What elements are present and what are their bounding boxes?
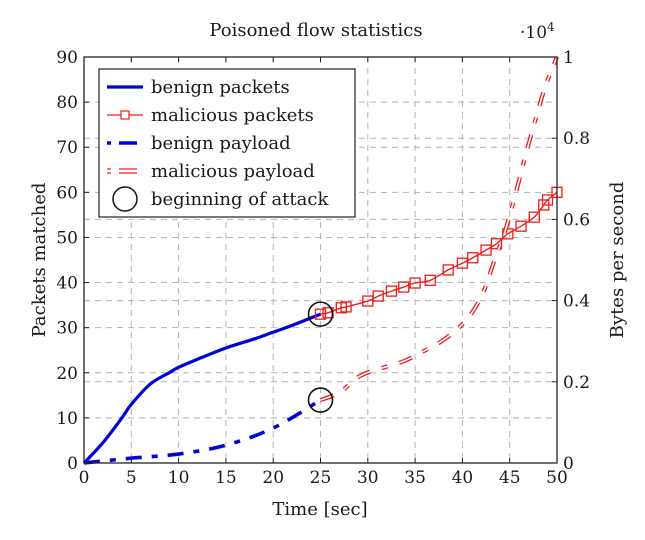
malicious-packets-line	[320, 191, 558, 315]
x-tick-label: 0	[79, 468, 90, 488]
ticks: 0 5 10 15 20 25 30 35 40 45 5001020304050607080900…	[56, 48, 590, 488]
malicious-packets-marker	[515, 220, 527, 232]
chart-title: Poisoned flow statistics	[209, 20, 422, 41]
legend-item-malicious-packets: malicious packets	[107, 105, 314, 126]
y-tick-label: 60	[56, 183, 78, 203]
x-tick-label: 45	[499, 468, 521, 488]
malicious-payload-line-outer	[319, 56, 559, 403]
x-tick-label: 35	[404, 468, 426, 488]
malicious-packets-marker	[385, 285, 398, 297]
series-malicious-packets	[314, 186, 563, 320]
malicious-payload-line-inner	[320, 56, 558, 401]
series-malicious-payload	[319, 56, 559, 403]
x-tick-label: 50	[546, 468, 568, 488]
y-tick-label: 90	[56, 48, 78, 68]
malicious-packets-marker	[442, 264, 454, 276]
legend-label: benign packets	[151, 77, 290, 98]
y2-tick-label: 1	[563, 48, 574, 68]
malicious-packets-marker	[528, 211, 540, 223]
y2-tick-label: 0.4	[563, 292, 590, 312]
legend-label: benign payload	[151, 133, 291, 154]
malicious-packets-marker	[480, 244, 492, 256]
y-tick-label: 40	[56, 274, 78, 294]
y-tick-label: 30	[56, 319, 78, 339]
x-axis-label: Time [sec]	[272, 499, 367, 520]
x-tick-label: 15	[215, 468, 237, 488]
legend-item-benign-packets: benign packets	[107, 77, 290, 98]
legend-item-benign-payload: benign payload	[107, 133, 291, 154]
malicious-packets-marker	[424, 274, 436, 286]
y2-tick-label: 0.6	[563, 210, 590, 230]
y2-axis-label: Bytes per second	[607, 182, 628, 339]
malicious-packets-marker	[467, 252, 479, 264]
benign-payload-line	[83, 398, 322, 465]
labels: Poisoned flow statistics Time [sec] Pack…	[29, 20, 628, 520]
square-marker-icon	[120, 110, 130, 120]
y-axis-label: Packets matched	[29, 183, 50, 338]
x-tick-label: 30	[357, 468, 379, 488]
y2-tick-label: 0.8	[563, 129, 590, 149]
malicious-packets-marker	[340, 301, 352, 313]
y-tick-label: 0	[67, 454, 78, 474]
x-tick-label: 25	[310, 468, 332, 488]
series-benign-packets	[82, 312, 322, 465]
legend-label: malicious payload	[151, 161, 315, 182]
y2-multiplier-label: ·104	[520, 20, 555, 43]
x-tick-label: 5	[126, 468, 137, 488]
legend: benign packets malicious packets benign pa…	[98, 68, 356, 218]
y2-tick-label: 0.2	[563, 373, 590, 393]
y-tick-label: 20	[56, 364, 78, 384]
legend-box	[98, 68, 356, 218]
series-benign-payload	[83, 398, 322, 465]
y-tick-label: 10	[56, 409, 78, 429]
malicious-packets-marker	[372, 290, 384, 302]
y-tick-label: 70	[56, 138, 78, 158]
x-tick-label: 40	[452, 468, 474, 488]
legend-label: malicious packets	[151, 105, 314, 126]
legend-item-beginning-of-attack: beginning of attack	[112, 186, 329, 212]
malicious-packets-marker	[398, 281, 410, 293]
legend-label: beginning of attack	[151, 189, 329, 210]
x-tick-label: 10	[168, 468, 190, 488]
legend-item-malicious-payload: malicious payload	[107, 161, 315, 182]
y-tick-label: 50	[56, 228, 78, 248]
malicious-packets-marker	[314, 308, 327, 320]
circle-icon	[112, 186, 138, 212]
attack-start-circle	[307, 387, 334, 413]
malicious-packets-marker	[409, 277, 421, 289]
x-tick-label: 20	[262, 468, 284, 488]
y-tick-label: 80	[56, 93, 78, 113]
malicious-packets-marker	[490, 238, 503, 250]
benign-packets-line	[82, 312, 322, 465]
malicious-packets-marker	[541, 194, 554, 206]
attack-start-circle	[307, 301, 334, 327]
series-layer	[82, 56, 563, 465]
y2-tick-label: 0	[563, 454, 574, 474]
